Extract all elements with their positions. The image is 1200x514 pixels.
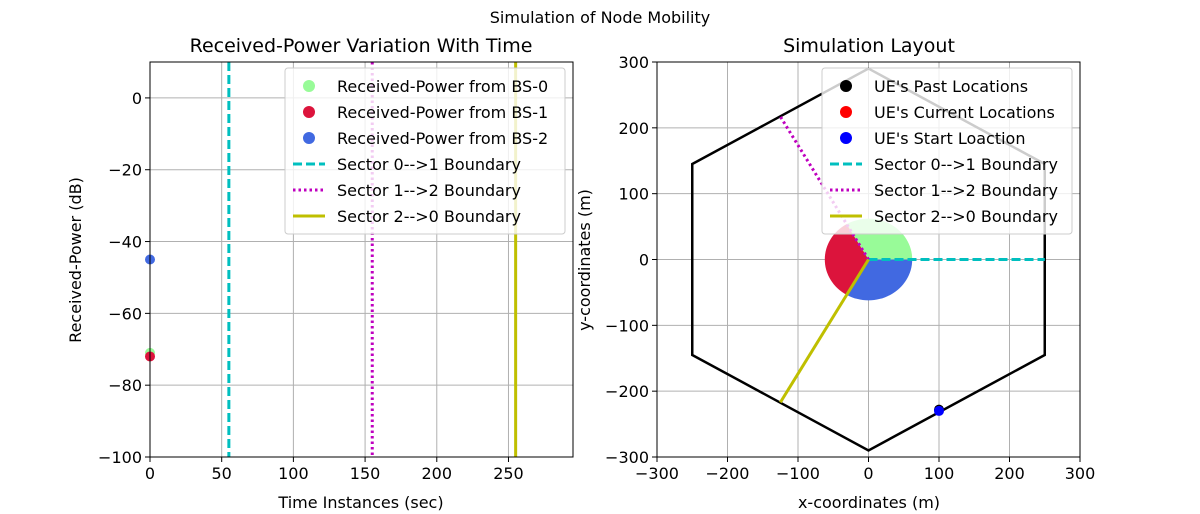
sector-boundary-line bbox=[779, 258, 870, 404]
received-power-legend-marker bbox=[303, 80, 315, 92]
received-power-frame bbox=[149, 61, 574, 458]
received-power-ytick-label: −20 bbox=[108, 161, 142, 180]
simulation-layout-title: Simulation Layout bbox=[783, 35, 955, 57]
ue-location-point bbox=[934, 405, 944, 416]
received-power-ytick-label: −80 bbox=[108, 376, 142, 395]
received-power-ytick-label: −40 bbox=[108, 233, 142, 252]
received-power-ylabel: Received-Power (dB) bbox=[66, 177, 85, 343]
simulation-layout-ytick-label: −100 bbox=[605, 316, 649, 335]
simulation-layout-xlabel: x-coordinates (m) bbox=[798, 493, 940, 512]
simulation-layout-legend-label: UE's Past Locations bbox=[874, 77, 1028, 96]
received-power-legend-marker bbox=[303, 132, 315, 144]
received-power-legend-label: Received-Power from BS-1 bbox=[337, 103, 548, 122]
simulation-layout-ytick-label: 300 bbox=[618, 53, 649, 72]
received-power-xtick-label: 250 bbox=[493, 464, 524, 483]
received-power-legend-box bbox=[284, 67, 566, 235]
simulation-layout-ytick-label: 200 bbox=[618, 119, 649, 138]
simulation-layout-panel: Simulation Layout x-coordinates (m) y-co… bbox=[575, 35, 1095, 512]
simulation-layout-xtick-label: 100 bbox=[924, 464, 955, 483]
received-power-xtick-label: 200 bbox=[422, 464, 453, 483]
received-power-title: Received-Power Variation With Time bbox=[190, 35, 533, 57]
received-power-legend-label: Sector 1-->2 Boundary bbox=[337, 181, 521, 200]
simulation-layout-xtick-label: 200 bbox=[994, 464, 1025, 483]
received-power-panel: Received-Power Variation With Time Time … bbox=[66, 35, 574, 512]
simulation-layout-ylabel: y-coordinates (m) bbox=[575, 189, 594, 331]
simulation-layout-ytick-label: −200 bbox=[605, 382, 649, 401]
received-power-legend-label: Sector 2-->0 Boundary bbox=[337, 207, 521, 226]
simulation-layout-legend-marker bbox=[840, 132, 852, 144]
simulation-layout-xtick-label: 0 bbox=[863, 464, 873, 483]
simulation-layout-legend-label: UE's Start Loaction bbox=[874, 129, 1025, 148]
simulation-layout-legend-label: UE's Current Locations bbox=[874, 103, 1055, 122]
simulation-layout-legend-label: Sector 1-->2 Boundary bbox=[874, 181, 1058, 200]
simulation-layout-legend-label: Sector 0-->1 Boundary bbox=[874, 155, 1058, 174]
received-power-ytick-label: 0 bbox=[132, 89, 142, 108]
simulation-layout-legend-box bbox=[821, 67, 1073, 235]
simulation-layout-ytick-label: 0 bbox=[639, 251, 649, 270]
received-power-legend-marker bbox=[303, 106, 315, 118]
simulation-layout-xtick-label: −300 bbox=[635, 464, 679, 483]
simulation-layout-xtick-label: −200 bbox=[706, 464, 750, 483]
received-power-ytick-label: −100 bbox=[98, 448, 142, 467]
simulation-layout-legend-label: Sector 2-->0 Boundary bbox=[874, 207, 1058, 226]
simulation-layout-ytick-label: 100 bbox=[618, 185, 649, 204]
received-power-xlabel: Time Instances (sec) bbox=[277, 493, 443, 512]
simulation-layout-xtick-label: −100 bbox=[776, 464, 820, 483]
simulation-layout-legend-marker bbox=[840, 106, 852, 118]
received-power-ytick-label: −60 bbox=[108, 304, 142, 323]
received-power-legend-label: Received-Power from BS-2 bbox=[337, 129, 548, 148]
simulation-layout-frame bbox=[656, 61, 1081, 458]
simulation-layout-xtick-label: 300 bbox=[1065, 464, 1096, 483]
received-power-legend-label: Sector 0-->1 Boundary bbox=[337, 155, 521, 174]
simulation-layout-ytick-label: −300 bbox=[605, 448, 649, 467]
figure-suptitle: Simulation of Node Mobility bbox=[490, 8, 711, 27]
received-power-xtick-label: 100 bbox=[278, 464, 309, 483]
received-power-legend-label: Received-Power from BS-0 bbox=[337, 77, 548, 96]
simulation-layout-legend-marker bbox=[840, 80, 852, 92]
received-power-xtick-label: 0 bbox=[145, 464, 155, 483]
received-power-xtick-label: 50 bbox=[212, 464, 232, 483]
received-power-xtick-label: 150 bbox=[350, 464, 381, 483]
